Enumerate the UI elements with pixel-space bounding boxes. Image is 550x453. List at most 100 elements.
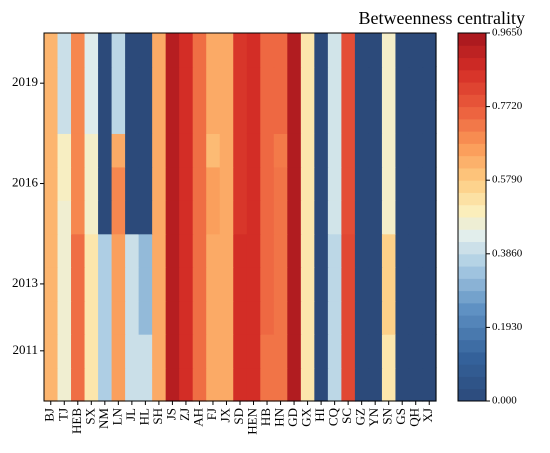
heatmap-cell	[273, 66, 288, 101]
heatmap-cell	[192, 367, 207, 402]
heatmap-cell	[233, 233, 248, 268]
heatmap-cell	[125, 66, 140, 101]
heatmap-cell	[395, 334, 410, 369]
heatmap-cell	[260, 334, 275, 369]
heatmap-cell	[57, 99, 72, 134]
heatmap-cell	[44, 200, 59, 235]
heatmap-cell	[179, 233, 194, 268]
heatmap-cell	[314, 66, 329, 101]
heatmap-cell	[273, 166, 288, 201]
x-tick-label: JL	[123, 408, 138, 421]
heatmap-cell	[44, 367, 59, 402]
heatmap-cell	[44, 33, 59, 68]
heatmap-cell	[233, 99, 248, 134]
heatmap-cell	[179, 66, 194, 101]
heatmap-cell	[341, 133, 356, 168]
heatmap-cell	[368, 66, 383, 101]
x-tick-label: GS	[393, 408, 408, 425]
heatmap-cell	[300, 200, 315, 235]
y-tick-label: 2013	[12, 275, 38, 290]
heatmap-cell	[395, 200, 410, 235]
heatmap-cell	[260, 233, 275, 268]
heatmap-cell	[192, 166, 207, 201]
heatmap-cell	[327, 267, 342, 302]
heatmap-cell	[300, 367, 315, 402]
heatmap-cell	[368, 334, 383, 369]
heatmap-cell	[179, 367, 194, 402]
heatmap-cell	[368, 166, 383, 201]
heatmap-cell	[314, 33, 329, 68]
heatmap-cell	[368, 33, 383, 68]
heatmap-cell	[111, 99, 126, 134]
heatmap-cell	[260, 200, 275, 235]
heatmap-cell	[192, 334, 207, 369]
heatmap-cell	[44, 334, 59, 369]
x-tick-label: CQ	[326, 407, 341, 426]
heatmap-cell	[422, 267, 437, 302]
heatmap-cell	[71, 33, 86, 68]
heatmap-cell	[300, 66, 315, 101]
heatmap-cell	[327, 99, 342, 134]
colorbar-band	[458, 376, 486, 390]
heatmap-cell	[179, 267, 194, 302]
heatmap-cell	[327, 133, 342, 168]
x-tick-label: GZ	[353, 408, 368, 425]
heatmap-cell	[71, 334, 86, 369]
heatmap-cell	[84, 166, 99, 201]
heatmap-cell	[71, 267, 86, 302]
colorbar-band	[458, 180, 486, 193]
heatmap-cell	[300, 267, 315, 302]
x-tick-label: HB	[258, 408, 273, 426]
x-tick-label: YN	[366, 407, 381, 426]
heatmap-cell	[287, 66, 302, 101]
heatmap-cell	[314, 233, 329, 268]
heatmap-cell	[165, 200, 180, 235]
colorbar-band	[458, 94, 486, 108]
colorbar-band	[458, 57, 486, 71]
x-tick-label: TJ	[55, 408, 70, 421]
heatmap-cell	[354, 99, 370, 134]
heatmap-cell	[44, 300, 59, 335]
heatmap-cell	[327, 233, 342, 268]
heatmap-cell	[408, 66, 424, 101]
heatmap-cell	[287, 99, 302, 134]
heatmap-cell	[152, 66, 167, 101]
heatmap-cell	[341, 33, 356, 68]
heatmap-cell	[192, 300, 207, 335]
heatmap-cell	[233, 367, 248, 402]
heatmap-cell	[111, 66, 126, 101]
heatmap-cell	[138, 367, 153, 402]
heatmap-cell	[314, 300, 329, 335]
heatmap-cell	[125, 267, 140, 302]
heatmap-cell	[395, 367, 410, 402]
heatmap-cell	[206, 166, 221, 201]
heatmap-cell	[206, 233, 221, 268]
heatmap-cell	[260, 99, 275, 134]
x-tick-label: AH	[190, 408, 205, 427]
heatmap-cell	[125, 99, 140, 134]
colorbar-band	[458, 241, 486, 255]
heatmap-cell	[422, 200, 437, 235]
heatmap-cell	[233, 334, 248, 369]
colorbar-tick-label: 0.3860	[492, 247, 523, 259]
x-tick-label: SN	[380, 407, 395, 424]
heatmap-cell	[152, 33, 167, 68]
heatmap-cell	[233, 133, 248, 168]
heatmap-cell	[206, 267, 221, 302]
heatmap-cell	[44, 267, 59, 302]
heatmap-cell	[408, 233, 424, 268]
heatmap-cell	[246, 233, 261, 268]
x-tick-label: HL	[136, 408, 151, 425]
heatmap-cell	[125, 334, 140, 369]
heatmap-cell	[327, 300, 342, 335]
heatmap-cell	[395, 267, 410, 302]
heatmap-cell	[57, 166, 72, 201]
heatmap-cell	[152, 233, 167, 268]
heatmap-cell	[57, 66, 72, 101]
heatmap-cell	[314, 367, 329, 402]
heatmap-cell	[341, 166, 356, 201]
colorbar-band	[458, 82, 486, 95]
y-tick-label: 2016	[12, 175, 39, 190]
heatmap-cell	[327, 334, 342, 369]
colorbar-tick-label: 0.9650	[492, 27, 523, 39]
